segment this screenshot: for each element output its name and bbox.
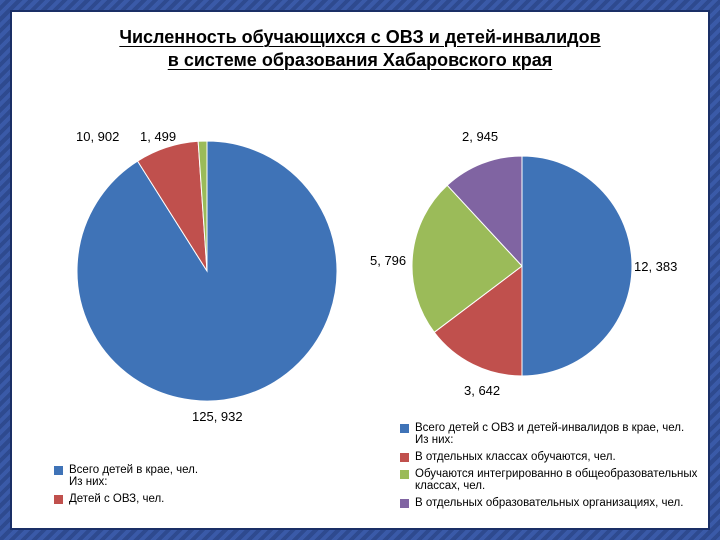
legend-swatch [400,424,409,433]
legend-item: В отдельных образовательных организациях… [400,497,700,509]
pie-slice-label: 1, 499 [140,129,176,144]
slide-frame: Численность обучающихся с ОВЗ и детей-ин… [0,0,720,540]
legend-right: Всего детей с ОВЗ и детей-инвалидов в кр… [400,417,700,514]
legend-left: Всего детей в крае, чел.Из них: Детей с О… [54,459,334,510]
charts-area: 125, 93210, 9021, 49912, 3833, 6425, 796… [32,71,688,401]
legend-swatch [400,453,409,462]
title-line-1: Численность обучающихся с ОВЗ и детей-ин… [119,27,600,47]
legend-swatch [400,499,409,508]
pie-slice-label: 2, 945 [462,129,498,144]
legend-text: Обучаются интегрированно в общеобразоват… [415,468,700,492]
legend-item: Обучаются интегрированно в общеобразоват… [400,468,700,492]
title-line-2: в системе образования Хабаровского края [168,50,553,70]
legend-item: Всего детей с ОВЗ и детей-инвалидов в кр… [400,422,700,446]
legend-item: Детей с ОВЗ, чел. [54,493,334,505]
pie-slice-label: 125, 932 [192,409,243,424]
legend-swatch [54,495,63,504]
legend-item: Всего детей в крае, чел.Из них: [54,464,334,488]
pie-slice [522,156,632,376]
pie-slice-label: 3, 642 [464,383,500,398]
legend-text: Всего детей в крае, чел.Из них: [69,464,198,488]
legend-item: В отдельных классах обучаются, чел. [400,451,700,463]
pie-slice-label: 10, 902 [76,129,119,144]
legend-text: В отдельных классах обучаются, чел. [415,451,616,463]
legend-text: Всего детей с ОВЗ и детей-инвалидов в кр… [415,422,684,446]
pie-slice-label: 12, 383 [634,259,677,274]
legend-text: В отдельных образовательных организациях… [415,497,683,509]
slide-title: Численность обучающихся с ОВЗ и детей-ин… [32,26,688,71]
pie-slice-label: 5, 796 [370,253,406,268]
pie-charts-svg [32,71,692,431]
legend-swatch [54,466,63,475]
slide-body: Численность обучающихся с ОВЗ и детей-ин… [10,10,710,530]
legend-swatch [400,470,409,479]
legend-text: Детей с ОВЗ, чел. [69,493,164,505]
